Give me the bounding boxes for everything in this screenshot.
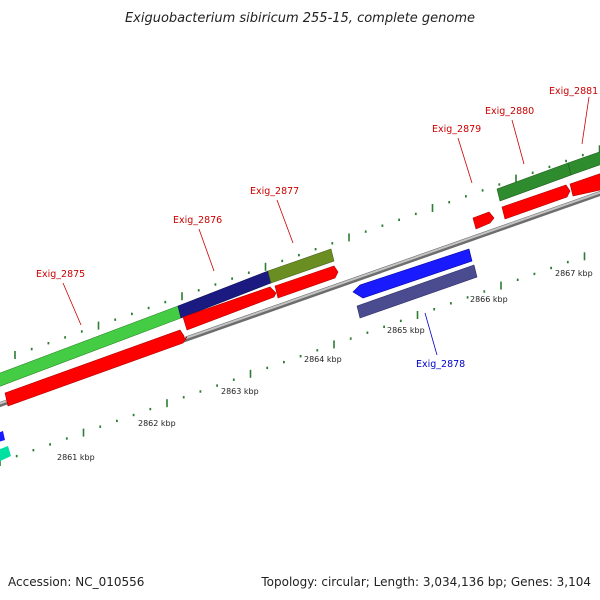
gene-arrow-exig-2875[interactable] — [4, 329, 188, 407]
gene-labels: Exig_2875 Exig_2876 Exig_2877 Exig_2878 … — [36, 86, 598, 370]
gene-label-exig-2876[interactable]: Exig_2876 — [173, 215, 222, 226]
gene-label-exig-2880[interactable]: Exig_2880 — [485, 106, 534, 117]
gene-bar-exig-2877-cog[interactable] — [267, 248, 335, 284]
scale-label-2867: 2867 kbp — [555, 269, 593, 278]
scale-label-2863: 2863 kbp — [221, 387, 259, 396]
scale-tick-row — [0, 252, 586, 466]
accession-label: Accession: NC_010556 — [8, 575, 144, 589]
gene-label-exig-2875[interactable]: Exig_2875 — [36, 269, 85, 280]
gene-arrow-exig-2878[interactable] — [352, 248, 473, 299]
scale-labels: 2861 kbp 2862 kbp 2863 kbp 2864 kbp 2865… — [57, 269, 593, 462]
scale-label-2861: 2861 kbp — [57, 453, 95, 462]
gene-bar-exig-2878-cog[interactable] — [356, 264, 478, 319]
gene-label-exig-2881[interactable]: Exig_2881 — [549, 86, 598, 97]
scale-label-2865: 2865 kbp — [387, 326, 425, 335]
label-leaders — [62, 96, 590, 356]
scale-label-2866: 2866 kbp — [470, 295, 508, 304]
cds-row-plus — [4, 172, 600, 407]
gene-arrow-exig-2876[interactable] — [182, 286, 277, 331]
gene-arrow-exig-2879[interactable] — [472, 211, 495, 230]
cds-row-minus — [0, 248, 478, 462]
scale-label-2862: 2862 kbp — [138, 419, 176, 428]
gene-bar-exig-2881-cog[interactable] — [567, 150, 600, 176]
gene-label-exig-2878[interactable]: Exig_2878 — [416, 359, 465, 370]
gene-arrow-exig-2880[interactable] — [501, 184, 571, 220]
gene-label-exig-2877[interactable]: Exig_2877 — [250, 186, 299, 197]
map-title: Exiguobacterium sibiricum 255-15, comple… — [125, 11, 475, 26]
upper-tick-row — [14, 145, 600, 359]
scale-label-2864: 2864 kbp — [304, 355, 342, 364]
gene-label-exig-2879[interactable]: Exig_2879 — [432, 124, 481, 135]
topology-label: Topology: circular; Length: 3,034,136 bp… — [260, 575, 591, 589]
gene-arrow-offscreen-blue[interactable] — [0, 431, 5, 443]
gene-arrow-exig-2877[interactable] — [274, 265, 339, 299]
gene-arrow-exig-2881[interactable] — [569, 172, 600, 197]
cog-row-plus — [0, 150, 600, 387]
gene-bar-offscreen-teal[interactable] — [0, 446, 11, 462]
